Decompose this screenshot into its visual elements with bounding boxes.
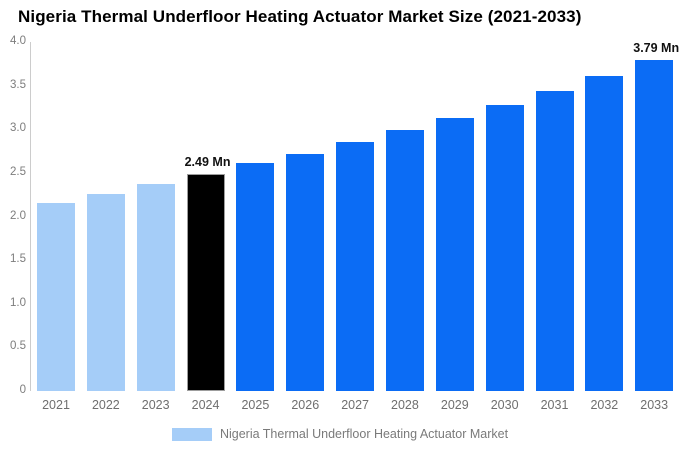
- x-axis-label-2026: 2026: [291, 398, 320, 412]
- bar-2025: [236, 163, 275, 391]
- y-axis-tick-label: 2.0: [10, 209, 26, 222]
- bar-2026: [286, 153, 325, 391]
- bar-2021: [37, 202, 75, 391]
- x-axis-label-2030: 2030: [490, 398, 519, 412]
- bar-2022: [86, 193, 125, 391]
- bar-2029: [435, 117, 474, 391]
- bar-2027: [336, 142, 375, 391]
- y-axis-tick-label: 0.5: [10, 340, 26, 353]
- bar-2028: [385, 130, 424, 391]
- x-axis-label-2022: 2022: [91, 398, 120, 412]
- x-axis-label-2028: 2028: [391, 398, 419, 412]
- bar-2032: [585, 76, 624, 391]
- bar-2024: [186, 173, 225, 391]
- y-axis-tick-label: 0: [19, 384, 26, 396]
- x-axis-label-2033: 2033: [640, 398, 669, 412]
- legend-label: Nigeria Thermal Underfloor Heating Actua…: [219, 427, 509, 441]
- legend-swatch: [171, 427, 212, 441]
- bar-value-label-2033: 3.79 Mn: [633, 41, 680, 56]
- y-axis-tick-label: 3.5: [10, 78, 26, 91]
- y-axis-tick-label: 4.0: [10, 35, 26, 47]
- x-axis-label-2025: 2025: [241, 398, 270, 412]
- bar-2031: [535, 90, 574, 391]
- y-axis-tick-label: 1.0: [10, 296, 26, 309]
- x-axis-label-2024: 2024: [191, 398, 220, 412]
- y-axis-tick-label: 3.0: [10, 122, 26, 135]
- x-axis-label-2023: 2023: [141, 398, 170, 412]
- bar-value-label-2024: 2.49 Mn: [184, 154, 231, 169]
- x-axis-label-2032: 2032: [590, 398, 619, 412]
- x-axis-label-2027: 2027: [341, 398, 369, 412]
- page-title: Nigeria Thermal Underfloor Heating Actua…: [18, 7, 582, 26]
- bar-2033: [635, 60, 674, 391]
- y-axis-line: [30, 42, 31, 391]
- legend: Nigeria Thermal Underfloor Heating Actua…: [0, 427, 680, 441]
- bar-2023: [136, 184, 175, 391]
- bar-2030: [485, 104, 524, 391]
- x-axis-label-2021: 2021: [42, 398, 70, 412]
- y-axis-tick-label: 2.5: [10, 165, 26, 178]
- x-axis-label-2031: 2031: [540, 398, 569, 412]
- x-axis-label-2029: 2029: [440, 398, 469, 412]
- legend-item[interactable]: Nigeria Thermal Underfloor Heating Actua…: [171, 427, 509, 441]
- y-axis-tick-label: 1.5: [10, 253, 26, 266]
